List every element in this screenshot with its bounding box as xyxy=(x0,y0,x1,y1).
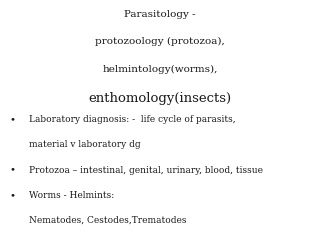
Text: •: • xyxy=(10,191,16,200)
Text: •: • xyxy=(10,166,16,175)
Text: •: • xyxy=(10,115,16,124)
Text: Nematodes, Cestodes,Trematodes: Nematodes, Cestodes,Trematodes xyxy=(29,216,186,225)
Text: material v laboratory dg: material v laboratory dg xyxy=(29,140,140,149)
Text: Worms - Helmints:: Worms - Helmints: xyxy=(29,191,114,200)
Text: Laboratory diagnosis: -  life cycle of parasits,: Laboratory diagnosis: - life cycle of pa… xyxy=(29,115,236,124)
Text: Parasitology -: Parasitology - xyxy=(124,10,196,19)
Text: enthomology(insects): enthomology(insects) xyxy=(88,92,232,105)
Text: protozoology (protozoa),: protozoology (protozoa), xyxy=(95,37,225,46)
Text: Protozoa – intestinal, genital, urinary, blood, tissue: Protozoa – intestinal, genital, urinary,… xyxy=(29,166,263,175)
Text: helmintology(worms),: helmintology(worms), xyxy=(102,65,218,74)
